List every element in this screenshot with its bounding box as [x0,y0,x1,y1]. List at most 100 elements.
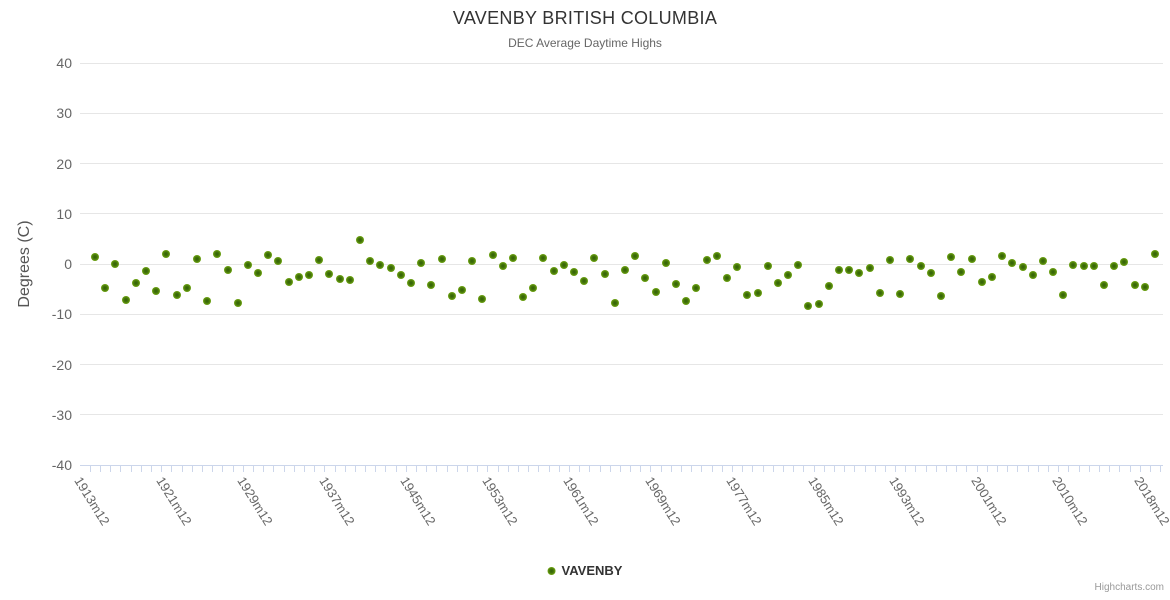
data-point[interactable] [722,274,731,283]
highcharts-credit[interactable]: Highcharts.com [1094,582,1164,593]
data-point[interactable] [692,284,701,293]
data-point[interactable] [804,302,813,311]
data-point[interactable] [274,257,283,266]
legend-item-vavenby[interactable]: VAVENBY [547,563,622,578]
data-point[interactable] [865,263,874,272]
data-point[interactable] [1110,261,1119,270]
data-point[interactable] [590,253,599,262]
data-point[interactable] [936,291,945,300]
data-point[interactable] [641,273,650,282]
data-point[interactable] [661,259,670,268]
data-point[interactable] [213,250,222,259]
data-point[interactable] [101,284,110,293]
data-point[interactable] [814,300,823,309]
data-point[interactable] [366,257,375,266]
data-point[interactable] [753,288,762,297]
data-point[interactable] [284,277,293,286]
data-point[interactable] [682,297,691,306]
data-point[interactable] [498,261,507,270]
data-point[interactable] [733,262,742,271]
data-point[interactable] [315,255,324,264]
data-point[interactable] [335,275,344,284]
data-point[interactable] [947,253,956,262]
data-point[interactable] [1100,281,1109,290]
data-point[interactable] [468,256,477,265]
data-point[interactable] [549,266,558,275]
data-point[interactable] [763,262,772,270]
data-point[interactable] [794,261,803,269]
data-point[interactable] [182,283,191,292]
data-point[interactable] [508,254,517,263]
data-point[interactable] [580,276,589,285]
data-point[interactable] [773,278,782,287]
data-point[interactable] [417,259,426,268]
data-point[interactable] [111,260,120,268]
data-point[interactable] [712,252,721,261]
data-point[interactable] [264,251,273,260]
data-point[interactable] [141,266,150,275]
data-point[interactable] [784,270,793,279]
data-point[interactable] [651,287,660,296]
data-point[interactable] [356,235,364,244]
data-point[interactable] [835,265,844,274]
data-point[interactable] [325,269,334,278]
data-point[interactable] [162,249,171,258]
data-point[interactable] [824,281,833,290]
data-point[interactable] [743,291,752,300]
data-point[interactable] [702,255,711,264]
data-point[interactable] [376,260,385,269]
data-point[interactable] [896,290,905,299]
data-point[interactable] [1079,261,1088,270]
data-point[interactable] [437,255,446,264]
data-point[interactable] [386,263,395,272]
data-point[interactable] [998,251,1007,260]
data-point[interactable] [1130,281,1139,290]
data-point[interactable] [631,251,640,260]
data-point[interactable] [539,254,548,263]
data-point[interactable] [957,267,966,276]
data-point[interactable] [203,297,212,306]
data-point[interactable] [447,291,456,300]
data-point[interactable] [610,298,619,307]
data-point[interactable] [1059,291,1068,300]
data-point[interactable] [529,283,538,292]
data-point[interactable] [845,265,854,274]
data-point[interactable] [1120,258,1129,267]
data-point[interactable] [1069,260,1078,269]
data-point[interactable] [478,295,487,304]
data-point[interactable] [1049,267,1058,276]
data-point[interactable] [1028,270,1037,279]
data-point[interactable] [906,255,915,264]
data-point[interactable] [1018,262,1027,271]
data-point[interactable] [987,272,996,281]
data-point[interactable] [559,260,568,269]
data-point[interactable] [977,278,986,287]
data-point[interactable] [305,270,314,279]
data-point[interactable] [406,279,415,288]
data-point[interactable] [427,281,436,290]
data-point[interactable] [1140,282,1149,291]
data-point[interactable] [223,265,232,274]
data-point[interactable] [1089,261,1098,270]
data-point[interactable] [1038,256,1047,265]
data-point[interactable] [1008,259,1017,268]
data-point[interactable] [131,279,140,288]
data-point[interactable] [621,266,629,275]
data-point[interactable] [396,271,405,280]
data-point[interactable] [600,270,609,279]
data-point[interactable] [254,268,263,277]
data-point[interactable] [1151,250,1159,259]
data-point[interactable] [855,268,864,277]
data-point[interactable] [671,280,680,289]
data-point[interactable] [916,261,925,270]
data-point[interactable] [967,255,976,264]
data-point[interactable] [519,292,528,301]
data-point[interactable] [152,286,161,295]
data-point[interactable] [172,291,181,300]
data-point[interactable] [886,256,894,265]
data-point[interactable] [488,250,497,259]
data-point[interactable] [875,289,884,298]
data-point[interactable] [192,254,201,263]
data-point[interactable] [243,260,252,269]
data-point[interactable] [294,272,303,281]
